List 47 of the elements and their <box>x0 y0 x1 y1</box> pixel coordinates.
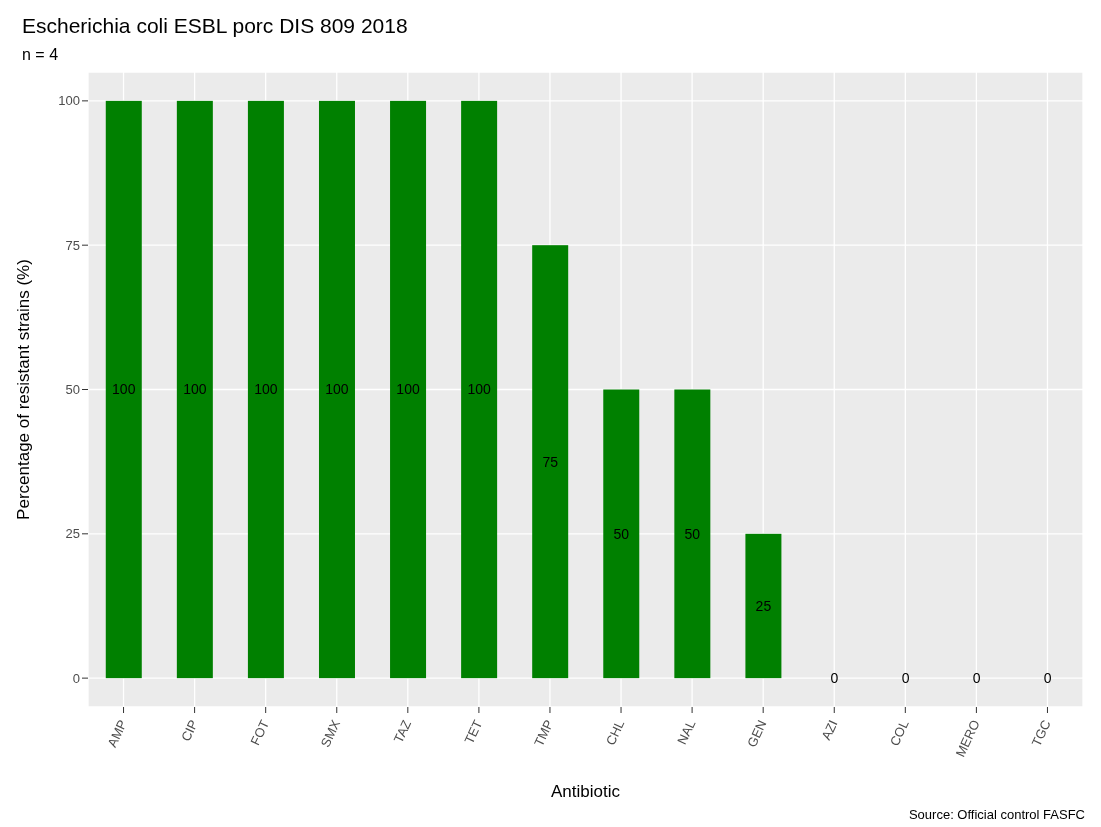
x-tick-label: TAZ <box>390 717 415 746</box>
data-label: 100 <box>396 381 420 398</box>
bar <box>318 100 355 679</box>
y-tick-label: 25 <box>65 526 80 542</box>
x-tick-label: AMP <box>104 717 130 750</box>
y-tick-label: 0 <box>72 670 80 686</box>
y-tick-label: 75 <box>65 237 80 253</box>
bar <box>674 389 711 679</box>
x-tick-label: SMX <box>317 717 344 750</box>
source-note: Source: Official control FASFC <box>907 807 1086 822</box>
data-label: 100 <box>467 381 492 398</box>
data-label: 100 <box>254 381 278 398</box>
bar <box>105 100 142 679</box>
data-label: 50 <box>684 525 701 542</box>
y-tick-label: 100 <box>58 93 80 109</box>
chart-title: Escherichia coli ESBL porc DIS 809 2018 <box>21 13 409 38</box>
x-tick-label: TGC <box>1028 717 1054 749</box>
x-axis-title: Antibiotic <box>551 782 621 801</box>
data-label: 100 <box>112 381 136 398</box>
data-label: 100 <box>325 381 349 398</box>
data-label: 0 <box>1043 670 1052 687</box>
data-label: 0 <box>830 670 839 687</box>
chart-subtitle: n = 4 <box>21 45 60 65</box>
x-tick-label: AZI <box>818 717 841 743</box>
bar <box>176 100 213 679</box>
data-label: 25 <box>755 597 772 614</box>
bar <box>603 389 640 679</box>
data-label: 0 <box>972 670 981 687</box>
x-tick-label: TMP <box>531 717 557 749</box>
x-tick-label: TET <box>461 717 486 747</box>
y-axis-title: Percentage of resistant strains (%) <box>14 259 34 520</box>
data-label: 100 <box>183 381 207 398</box>
x-tick-label: CIP <box>178 717 201 744</box>
data-label: 50 <box>613 525 630 542</box>
data-label: 0 <box>901 670 910 687</box>
x-tick-label: CHL <box>602 717 628 748</box>
bar <box>390 100 427 679</box>
bar <box>461 100 498 679</box>
bar <box>247 100 284 679</box>
bar <box>532 245 569 679</box>
x-tick-label: NAL <box>674 717 699 747</box>
x-tick-label: GEN <box>744 717 770 750</box>
data-label: 75 <box>542 453 559 470</box>
x-tick-label: FOT <box>247 717 273 748</box>
bar <box>745 533 782 679</box>
y-tick-label: 50 <box>65 382 80 398</box>
x-tick-label: COL <box>886 717 912 749</box>
